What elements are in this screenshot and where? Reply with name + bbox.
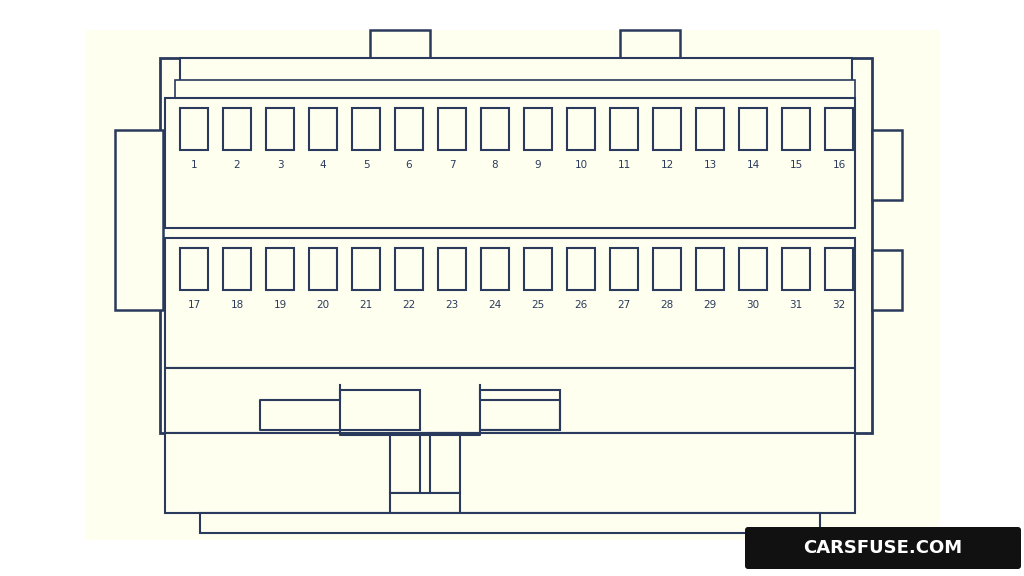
- Bar: [524, 108, 552, 150]
- Bar: [782, 108, 810, 150]
- Bar: [165, 368, 855, 433]
- Text: 17: 17: [187, 300, 201, 310]
- Bar: [480, 390, 560, 430]
- Bar: [175, 80, 855, 98]
- Bar: [696, 108, 724, 150]
- FancyBboxPatch shape: [745, 527, 1021, 569]
- Bar: [567, 108, 595, 150]
- Text: 28: 28: [660, 300, 674, 310]
- Bar: [782, 248, 810, 290]
- Bar: [610, 248, 638, 290]
- Bar: [653, 108, 681, 150]
- Text: 32: 32: [833, 300, 846, 310]
- Bar: [352, 108, 380, 150]
- Bar: [115, 130, 163, 310]
- Text: 12: 12: [660, 160, 674, 170]
- Bar: [390, 433, 420, 493]
- Text: 15: 15: [790, 160, 803, 170]
- Bar: [872, 250, 902, 310]
- Text: 16: 16: [833, 160, 846, 170]
- Bar: [438, 248, 466, 290]
- Bar: [610, 108, 638, 150]
- Text: 1: 1: [190, 160, 198, 170]
- Text: 11: 11: [617, 160, 631, 170]
- Bar: [180, 58, 852, 88]
- Text: 13: 13: [703, 160, 717, 170]
- Bar: [160, 58, 872, 433]
- Bar: [165, 433, 855, 513]
- Text: 29: 29: [703, 300, 717, 310]
- Bar: [696, 248, 724, 290]
- Bar: [395, 248, 423, 290]
- Text: 26: 26: [574, 300, 588, 310]
- Bar: [352, 248, 380, 290]
- Text: 20: 20: [316, 300, 330, 310]
- Text: 4: 4: [319, 160, 327, 170]
- Bar: [872, 130, 902, 200]
- Text: 23: 23: [445, 300, 459, 310]
- Text: CARSFUSE.COM: CARSFUSE.COM: [804, 539, 963, 557]
- Bar: [430, 433, 460, 493]
- Bar: [370, 30, 430, 60]
- Text: 19: 19: [273, 300, 287, 310]
- Bar: [739, 248, 767, 290]
- Bar: [180, 108, 208, 150]
- Text: 30: 30: [746, 300, 760, 310]
- Text: 9: 9: [535, 160, 542, 170]
- Text: 18: 18: [230, 300, 244, 310]
- Bar: [309, 108, 337, 150]
- Text: 31: 31: [790, 300, 803, 310]
- Text: 8: 8: [492, 160, 499, 170]
- Bar: [653, 248, 681, 290]
- Text: 22: 22: [402, 300, 416, 310]
- Bar: [85, 30, 940, 540]
- Bar: [825, 248, 853, 290]
- Text: 3: 3: [276, 160, 284, 170]
- Bar: [524, 248, 552, 290]
- Bar: [180, 248, 208, 290]
- Bar: [223, 248, 251, 290]
- Text: 6: 6: [406, 160, 413, 170]
- Bar: [223, 108, 251, 150]
- Text: 10: 10: [574, 160, 588, 170]
- Bar: [340, 390, 420, 430]
- Bar: [739, 108, 767, 150]
- Bar: [481, 108, 509, 150]
- Bar: [309, 248, 337, 290]
- Text: 7: 7: [449, 160, 456, 170]
- Bar: [825, 108, 853, 150]
- Bar: [620, 30, 680, 60]
- Bar: [567, 248, 595, 290]
- Bar: [200, 513, 820, 533]
- Text: 27: 27: [617, 300, 631, 310]
- Bar: [438, 108, 466, 150]
- Bar: [266, 108, 294, 150]
- Text: 24: 24: [488, 300, 502, 310]
- Bar: [481, 248, 509, 290]
- Text: 5: 5: [362, 160, 370, 170]
- Bar: [395, 108, 423, 150]
- Text: 21: 21: [359, 300, 373, 310]
- Bar: [165, 238, 855, 368]
- Bar: [390, 493, 460, 513]
- Text: 14: 14: [746, 160, 760, 170]
- Text: 25: 25: [531, 300, 545, 310]
- Bar: [165, 98, 855, 228]
- Text: 2: 2: [233, 160, 241, 170]
- Bar: [266, 248, 294, 290]
